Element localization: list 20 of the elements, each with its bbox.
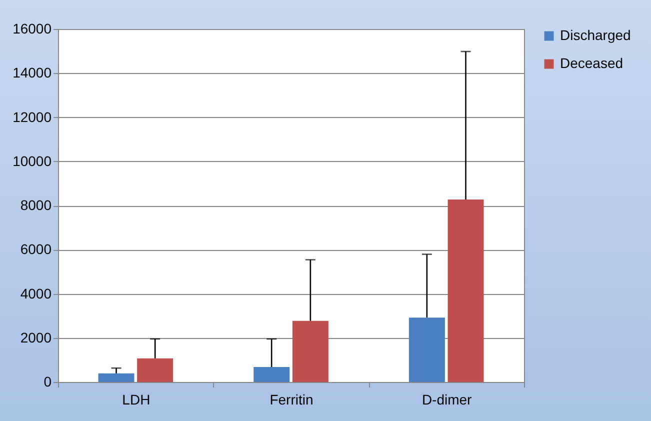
- bar: [408, 318, 445, 382]
- x-tick-label: LDH: [122, 392, 150, 408]
- y-tick-label: 12000: [12, 108, 52, 125]
- legend-label: Deceased: [560, 55, 624, 71]
- bar: [254, 367, 290, 382]
- bar: [137, 358, 174, 382]
- y-tick-label: 4000: [20, 285, 52, 302]
- y-tick-label: 8000: [20, 197, 52, 213]
- y-tick-label: 10000: [12, 152, 52, 169]
- bar: [292, 320, 328, 382]
- x-tick-label: Ferritin: [270, 392, 314, 408]
- y-tick-label: 16000: [12, 20, 52, 36]
- y-tick-label: 14000: [12, 64, 52, 81]
- y-tick-label: 0: [44, 374, 52, 390]
- x-tick-label: D-dimer: [422, 392, 472, 408]
- y-tick-label: 6000: [20, 241, 52, 258]
- y-tick-label: 2000: [20, 329, 52, 346]
- bar: [448, 200, 484, 382]
- bar: [98, 373, 134, 382]
- legend-label: Discharged: [560, 27, 631, 43]
